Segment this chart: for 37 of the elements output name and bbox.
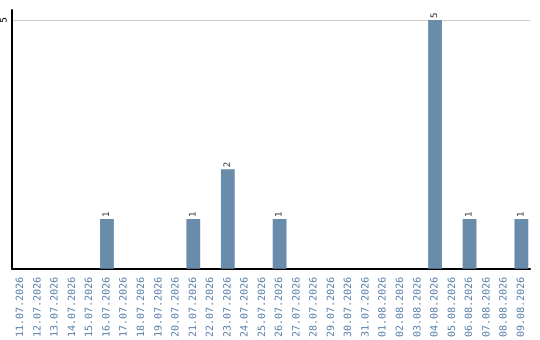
x-tick-label: 13.07.2026: [50, 276, 61, 338]
x-tick-label: 06.08.2026: [464, 276, 476, 338]
x-tick-label: 08.08.2026: [498, 276, 510, 338]
x-tick-label: 18.07.2026: [136, 276, 147, 338]
x-tick-label: 22.07.2026: [205, 276, 216, 338]
data-label: 1: [102, 212, 112, 218]
data-label: 1: [464, 212, 475, 218]
x-tick-label: 02.08.2026: [395, 276, 406, 338]
x-tick-label: 28.07.2026: [308, 276, 320, 338]
x-tick-label: 27.07.2026: [291, 276, 302, 338]
x-tick-label: 11.07.2026: [15, 276, 26, 338]
data-label: 2: [222, 162, 233, 168]
x-tick-label: 03.08.2026: [412, 276, 424, 338]
x-tick-label: 09.08.2026: [516, 276, 527, 338]
x-tick-label: 17.07.2026: [118, 276, 130, 338]
x-tick-label: 24.07.2026: [240, 276, 251, 338]
x-tick-label: 04.08.2026: [430, 276, 441, 338]
x-tick-label: 19.07.2026: [153, 276, 164, 338]
x-tick-label: 25.07.2026: [256, 276, 268, 338]
x-tick-label: 14.07.2026: [66, 276, 78, 338]
data-label: 1: [188, 212, 198, 218]
x-tick-label: 29.07.2026: [326, 276, 337, 338]
x-tick-label: 01.08.2026: [378, 276, 389, 338]
x-tick-label: 12.07.2026: [32, 276, 44, 338]
x-tick-label: 07.08.2026: [481, 276, 492, 338]
x-tick-label: 21.07.2026: [188, 276, 199, 338]
x-tick-label: 23.07.2026: [222, 276, 234, 338]
x-tick-label: 26.07.2026: [274, 276, 286, 338]
x-tick-label: 16.07.2026: [101, 276, 112, 338]
data-label: 5: [430, 12, 440, 18]
x-tick-label: 30.07.2026: [343, 276, 354, 338]
x-tick-label: 05.08.2026: [446, 276, 458, 338]
x-tick-label: 20.07.2026: [170, 276, 182, 338]
data-label: 1: [274, 212, 285, 218]
x-tick-label: 31.07.2026: [360, 276, 372, 338]
x-tick-label: 15.07.2026: [84, 276, 96, 338]
data-label: 1: [516, 212, 526, 218]
